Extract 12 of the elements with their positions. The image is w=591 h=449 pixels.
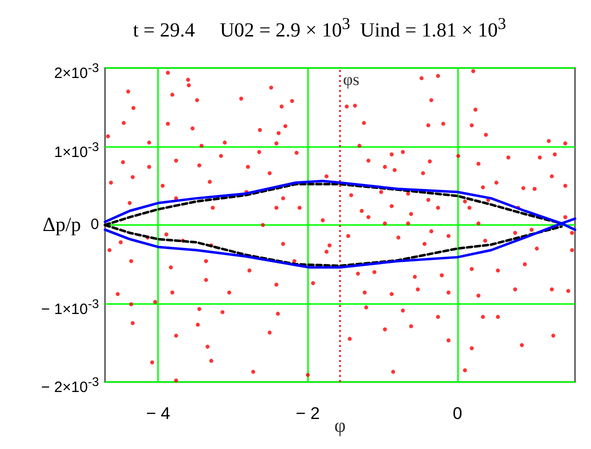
ref-line-label: φs [343,70,360,90]
y-tick-label: − 2×10$^{-3}$ [41,374,99,396]
x-tick-label: − 2 [296,404,320,423]
x-tick-label: − 4 [145,404,172,424]
y-tick-label: 2×10$^{-3}$ [54,60,99,82]
chart-title: t = 29.4 U02 = 2.9 × 10$^{3}$ Uind = 1.81 × 10$^{3}$ [133,14,506,43]
y-tick-label: − 1×10$^{-3}$ [41,296,99,318]
y-tick-label: 0 [90,215,99,235]
y-tick-label: 1×10$^{-3}$ [54,138,99,160]
x-axis-title: φ [334,415,346,437]
y-axis-title: Δp/p [42,214,81,236]
x-tick-label: 0 [452,404,464,424]
